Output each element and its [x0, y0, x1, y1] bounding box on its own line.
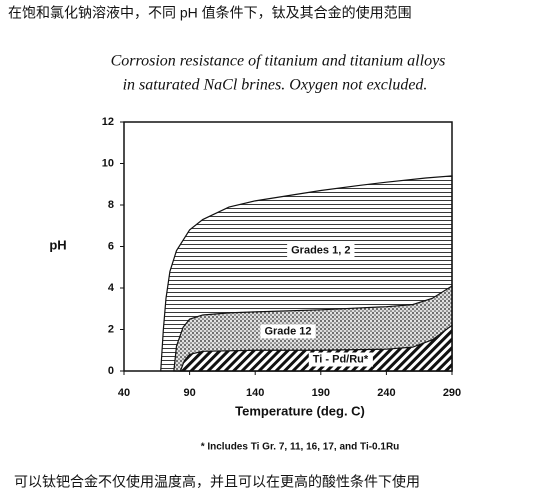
footnote: * Includes Ti Gr. 7, 11, 16, 17, and Ti-… [201, 442, 400, 453]
series-label: Grades 1, 2 [291, 245, 350, 257]
series-label-bg [260, 324, 316, 339]
chart-title: in saturated NaCl brines. Oxygen not exc… [123, 77, 428, 94]
chart-title: Corrosion resistance of titanium and tit… [111, 53, 446, 70]
series-label-bg [308, 352, 373, 367]
y-tick-label: 12 [102, 116, 114, 128]
series-label-bg [287, 243, 355, 258]
y-tick-label: 6 [108, 240, 114, 252]
x-tick-label: 140 [246, 387, 264, 399]
x-axis-label: Temperature (deg. C) [235, 403, 365, 418]
caption-bottom: 可以钛钯合金不仅使用温度高，并且可以在更高的酸性条件下使用 [14, 474, 420, 490]
x-tick-label: 290 [443, 387, 461, 399]
series-label: Ti - Pd/Ru* [313, 353, 369, 365]
y-axis-label: pH [49, 237, 66, 252]
caption-top: 在饱和氯化钠溶液中，不同 pH 值条件下，钛及其合金的使用范围 [8, 5, 412, 21]
y-tick-label: 2 [108, 323, 114, 335]
x-tick-label: 90 [183, 387, 195, 399]
x-tick-label: 240 [377, 387, 395, 399]
y-tick-label: 8 [108, 199, 114, 211]
x-tick-label: 40 [118, 387, 130, 399]
y-tick-label: 10 [102, 157, 114, 169]
y-tick-label: 4 [108, 282, 115, 294]
x-tick-label: 190 [312, 387, 330, 399]
y-tick-label: 0 [108, 365, 114, 377]
series-label: Grade 12 [264, 325, 311, 337]
